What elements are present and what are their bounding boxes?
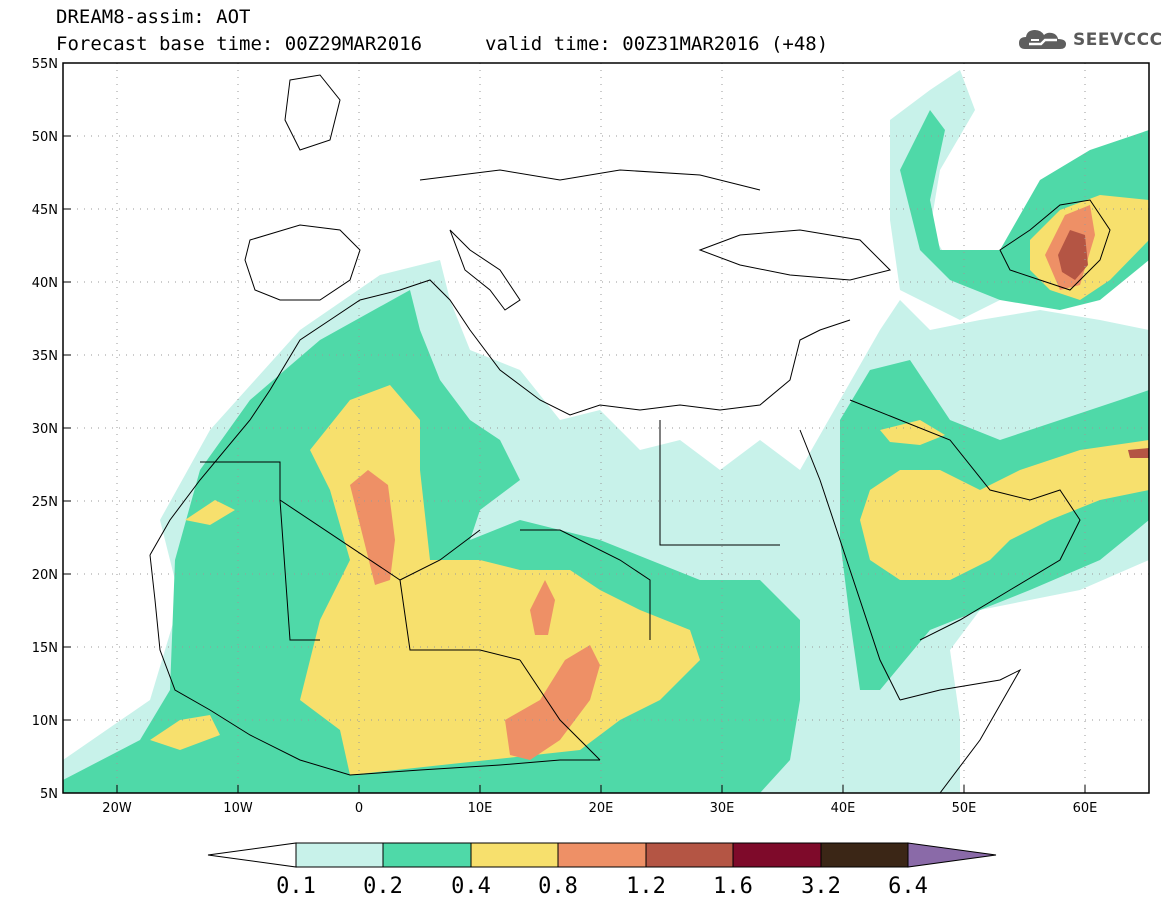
axis-ticks (63, 62, 1086, 793)
aot-region-1-2 (1058, 230, 1088, 280)
lat-label: 5N (40, 787, 58, 802)
aot-field (63, 70, 1149, 793)
colorbar-label: 3.2 (801, 874, 841, 899)
aot-region-0-8-south (505, 645, 600, 760)
coast-iberia (244, 224, 361, 301)
lat-label: 40N (32, 276, 58, 291)
border-europe (419, 169, 761, 191)
lat-label: 30N (32, 422, 58, 437)
lon-label: 40E (831, 801, 856, 816)
lon-label: 10E (468, 801, 493, 816)
aot-region-0-4-gulf (880, 420, 945, 445)
coast-red-sea (799, 429, 901, 701)
colorbar-swatch (645, 842, 734, 868)
border-sahara-1 (200, 461, 481, 581)
aot-region-0-1-ne (890, 70, 1000, 320)
coast-horn (899, 668, 1022, 793)
lon-label: 20E (589, 801, 614, 816)
longitude-labels: 20W 10W 0 10E 20E 30E 40E 50E 60E (102, 801, 1097, 816)
base-time: Forecast base time: 00Z29MAR2016 (56, 33, 423, 55)
aot-region-1-2-arabia (1128, 448, 1149, 458)
aot-region-0-4-arabia (860, 440, 1149, 580)
aot-region-0-4-small (150, 715, 220, 750)
graticule (63, 63, 1149, 793)
colorbar-swatch (470, 842, 559, 868)
border-sahara-2 (520, 529, 651, 640)
latitude-labels: 55N 50N 45N 40N 35N 30N 25N 20N 15N 10N … (32, 57, 58, 802)
colorbar-label: 0.4 (451, 874, 491, 899)
lat-label: 20N (32, 568, 58, 583)
border-chad (519, 659, 601, 761)
lon-label: 60E (1073, 801, 1098, 816)
colorbar: 0.1 0.2 0.4 0.8 1.2 1.6 3.2 6.4 (207, 842, 997, 899)
colorbar-swatch (820, 842, 909, 868)
map-title: DREAM8-assim: AOT (56, 6, 251, 28)
aot-region-0-4-nw (185, 500, 235, 525)
colorbar-label: 6.4 (888, 874, 928, 899)
border-mali (279, 499, 320, 641)
lat-label: 25N (32, 495, 58, 510)
lat-label: 15N (32, 641, 58, 656)
coast-caspian (999, 199, 1111, 291)
coast-britain (284, 74, 341, 151)
lon-label: 20W (102, 801, 132, 816)
colorbar-over-triangle (907, 842, 997, 868)
colorbar-label: 0.2 (363, 874, 403, 899)
lon-label: 10W (223, 801, 253, 816)
border-egypt-libya (659, 420, 780, 546)
colorbar-label: 0.1 (276, 874, 316, 899)
lon-label: 30E (710, 801, 735, 816)
colorbar-label: 1.2 (626, 874, 666, 899)
lon-label: 0 (355, 801, 363, 816)
aot-region-0-4 (300, 385, 700, 775)
lat-label: 55N (32, 57, 58, 72)
lat-label: 35N (32, 349, 58, 364)
lat-label: 10N (32, 714, 58, 729)
coast-europe-africa (149, 279, 851, 556)
seevccc-logo: SEEVCCC (1017, 25, 1163, 55)
colorbar-swatch (732, 842, 822, 868)
colorbar-label: 0.8 (538, 874, 578, 899)
coast-arabia (849, 399, 1081, 641)
coastlines (149, 74, 1111, 793)
valid-time: valid time: 00Z31MAR2016 (+48) (485, 33, 829, 55)
coast-black-sea (698, 229, 891, 281)
lon-label: 50E (952, 801, 977, 816)
colorbar-swatch (557, 842, 647, 868)
colorbar-swatch (295, 842, 384, 868)
cloud-logo-icon (1019, 30, 1066, 49)
coast-italy (449, 229, 521, 311)
aot-region-0-8-north (350, 470, 395, 585)
colorbar-under-triangle (207, 842, 297, 868)
lat-label: 50N (32, 130, 58, 145)
logo-text: SEEVCCC (1073, 30, 1163, 50)
colorbar-label: 1.6 (713, 874, 753, 899)
aot-region-0-8-mid (530, 580, 555, 635)
coast-west-africa (149, 554, 600, 776)
border-niger (399, 579, 521, 661)
lat-label: 45N (32, 203, 58, 218)
colorbar-swatch (382, 842, 472, 868)
